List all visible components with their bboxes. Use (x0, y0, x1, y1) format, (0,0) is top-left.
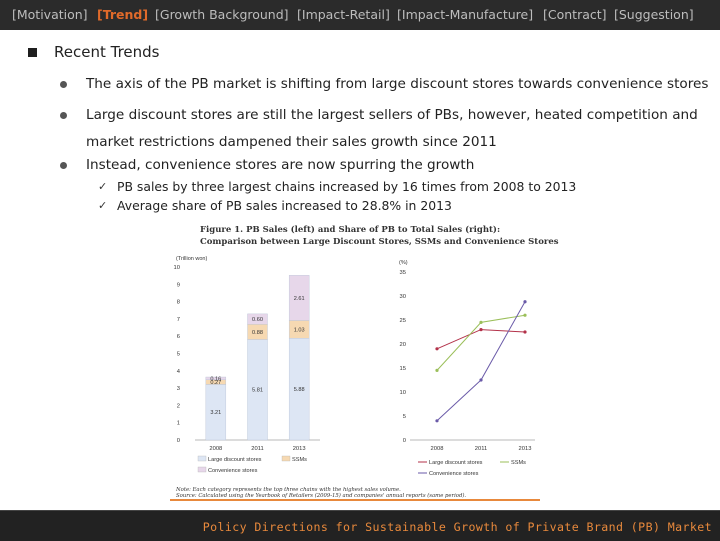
nav-item-impact-retail[interactable]: [Impact-Retail] (297, 7, 390, 22)
nav-item-impact-manufacture[interactable]: [Impact-Manufacture] (397, 7, 534, 22)
bar-legend-label: SSMs (292, 457, 307, 463)
figure-caption-line2: Comparison between Large Discount Stores… (200, 237, 559, 247)
bullet-text: The axis of the PB market is shifting fr… (86, 76, 709, 92)
bar-chart-ytick: 6 (177, 334, 180, 340)
bar-chart-ytick: 3 (177, 386, 180, 392)
line-chart-xtick: 2011 (475, 446, 487, 452)
bar-value-label: 0.88 (252, 330, 263, 336)
line-chart-ytick: 25 (400, 318, 406, 324)
nav-item-suggestion[interactable]: [Suggestion] (614, 7, 694, 22)
line-legend-label: SSMs (511, 460, 526, 466)
line-chart-pb-share: (%) 0 5 10 15 20 25 30 35 2008 2011 2013 Large disco… (399, 260, 535, 477)
figure-underline (170, 499, 540, 501)
bar-segment (288, 275, 310, 321)
sub-point-text: Average share of PB sales increased to 2… (117, 198, 452, 213)
bar-value-label: 5.88 (294, 387, 305, 393)
figure-image: Figure 1. PB Sales (left) and Share of P… (170, 220, 559, 500)
slide-heading: Recent Trends (54, 43, 160, 61)
bar-chart-ytick: 5 (177, 352, 180, 358)
square-bullet-icon (28, 48, 37, 57)
bar-chart-ylabel: (Trillion won) (176, 256, 207, 262)
line-chart-ylabel: (%) (399, 260, 408, 266)
bar-value-label: 0.16 (210, 376, 221, 382)
line-chart-ytick: 10 (400, 390, 406, 396)
bar-chart-ytick: 4 (177, 369, 181, 375)
bar-segment (205, 376, 227, 380)
bar-value-label: 3.21 (210, 410, 221, 416)
bar-legend-label: Convenience stores (208, 468, 258, 474)
bar-legend-swatch (197, 466, 207, 473)
line-point (523, 330, 527, 334)
line-point (479, 320, 483, 324)
line-point (479, 378, 483, 382)
line-chart-ytick: 0 (403, 438, 406, 444)
bar-value-label: 0.27 (210, 380, 221, 386)
bar-chart-ytick: 1 (177, 421, 180, 427)
bullet-text: Large discount stores are still the larg… (86, 107, 698, 123)
bar-chart-ytick: 10 (174, 265, 180, 271)
bar-value-label: 2.61 (294, 296, 305, 302)
bar-value-label: 1.03 (294, 327, 305, 333)
bar-chart-ytick: 2 (177, 403, 180, 409)
line-chart-ytick: 35 (400, 270, 406, 276)
bar-chart-ytick: 9 (177, 282, 180, 288)
bar-legend-swatch (281, 455, 291, 462)
line-series (436, 329, 526, 350)
line-point (435, 419, 439, 423)
line-chart-ytick: 15 (400, 366, 406, 372)
nav-item-trend[interactable]: [Trend] (97, 7, 149, 22)
line-chart-ytick: 30 (400, 294, 406, 300)
line-legend-label: Convenience stores (429, 471, 479, 477)
line-chart-xtick: 2013 (519, 446, 532, 452)
footer-bar: Policy Directions for Sustainable Growth… (0, 510, 720, 541)
checkmark-icon: ✓ (98, 180, 108, 193)
line-point (435, 347, 439, 351)
bar-chart-xtick: 2011 (251, 446, 263, 452)
bar-value-label: 0.60 (252, 317, 263, 323)
line-series (436, 301, 526, 422)
line-point (435, 368, 439, 372)
bullet-text: Instead, convenience stores are now spur… (86, 157, 475, 173)
bullet-text-continued: market restrictions dampened their sales… (86, 134, 497, 150)
checkmark-icon: ✓ (98, 199, 108, 212)
line-chart-xtick: 2008 (431, 446, 444, 452)
bar-chart-ytick: 8 (177, 300, 180, 306)
line-point (523, 300, 527, 304)
footer-title: Policy Directions for Sustainable Growth… (202, 520, 712, 534)
bar-chart-ytick: 7 (177, 317, 180, 323)
bar-segment (247, 313, 268, 325)
line-point (523, 313, 527, 317)
line-legend-label: Large discount stores (429, 460, 483, 466)
bullet-dot-icon (60, 162, 67, 169)
nav-item-motivation[interactable]: [Motivation] (12, 7, 88, 22)
nav-item-contract[interactable]: [Contract] (543, 7, 607, 22)
figure-source: Source: Calculated using the Yearbook of… (176, 493, 467, 499)
bar-legend-label: Large discount stores (208, 457, 262, 463)
figure-charts: (Trillion won) 0 1 2 3 4 5 6 7 8 9 10 3.21 0.270.16 20… (174, 256, 535, 477)
figure-note: Note: Each category represents the top t… (176, 487, 401, 493)
bar-chart-xtick: 2008 (209, 446, 222, 452)
line-chart-ytick: 5 (403, 414, 406, 420)
nav-item-growth-background[interactable]: [Growth Background] (155, 7, 289, 22)
bar-chart-xtick: 2013 (293, 446, 306, 452)
figure-caption-line1: Figure 1. PB Sales (left) and Share of P… (200, 225, 501, 235)
bar-chart-ytick: 0 (177, 438, 180, 444)
bar-value-label: 5.81 (252, 388, 263, 394)
bar-chart-pb-sales: (Trillion won) 0 1 2 3 4 5 6 7 8 9 10 3.21 0.270.16 20… (174, 256, 320, 474)
sub-point-text: PB sales by three largest chains increas… (117, 179, 577, 194)
bullet-dot-icon (60, 81, 67, 88)
line-point (479, 328, 483, 332)
section-navigation-bar: [Motivation] [Trend] [Growth Background]… (0, 0, 720, 30)
bullet-dot-icon (60, 112, 67, 119)
bar-legend-swatch (197, 455, 207, 462)
line-chart-ytick: 20 (400, 342, 406, 348)
